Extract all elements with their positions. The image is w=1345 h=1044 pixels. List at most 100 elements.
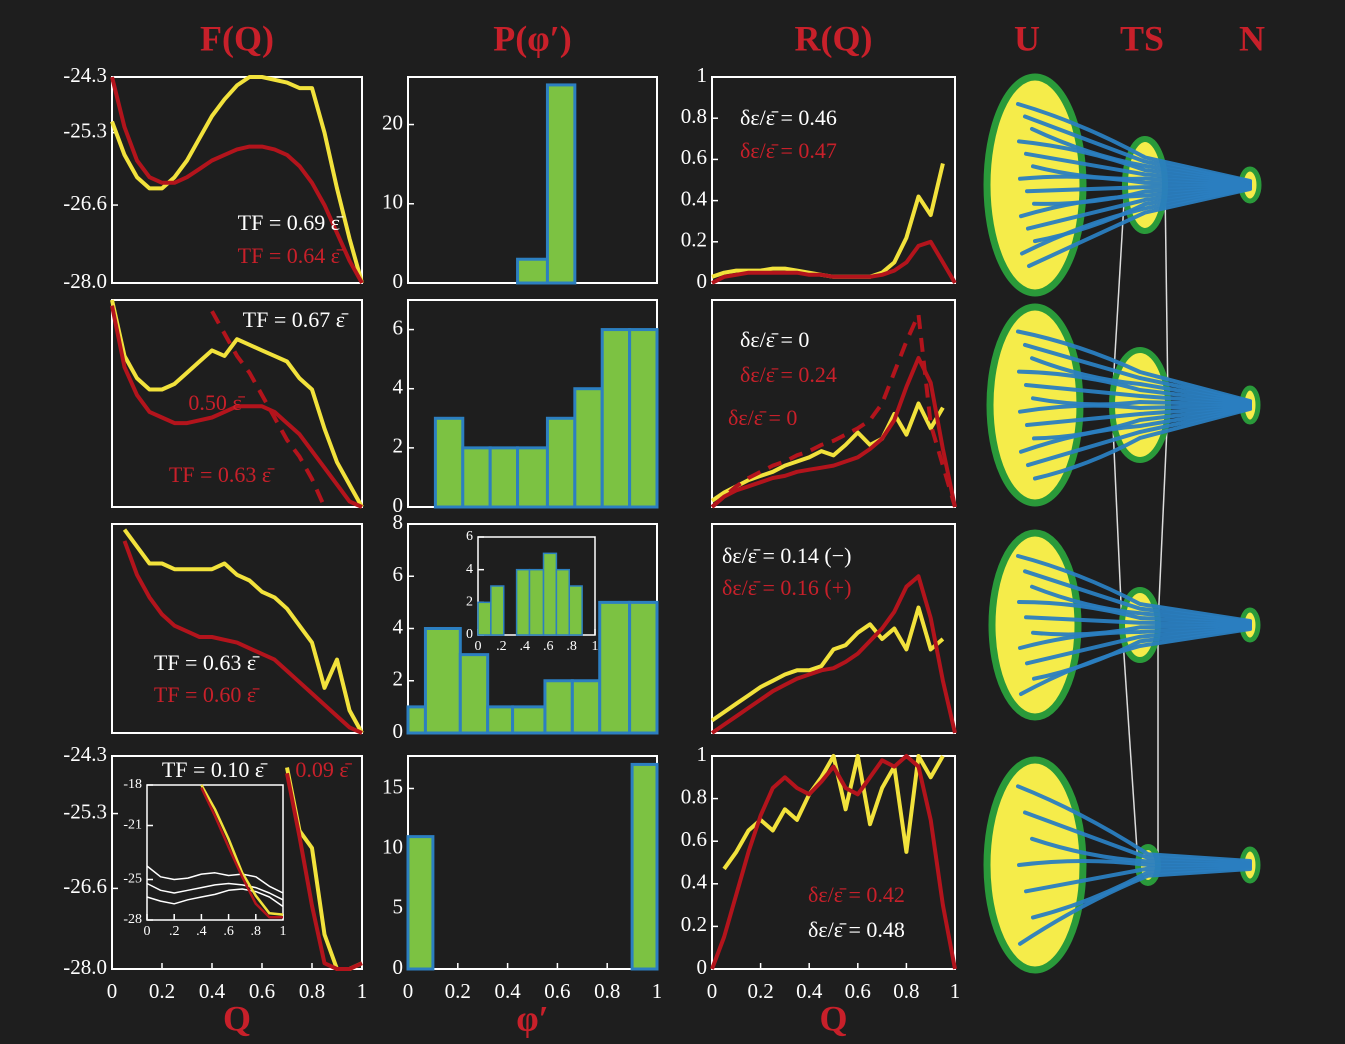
x-tick-label: 0.6 — [249, 979, 275, 1003]
histogram-bar — [545, 681, 572, 733]
annotation: δε/ε̄ = 0.47 — [740, 138, 837, 163]
y-tick-label: 4 — [393, 614, 404, 638]
y-tick-label: -21 — [123, 818, 142, 833]
y-tick-label: 4 — [466, 562, 473, 577]
y-tick-label: -28 — [123, 912, 142, 927]
annotation: δε/ε̄ = 0 — [740, 327, 809, 352]
y-tick-label: 1 — [697, 742, 708, 766]
y-tick-label: -24.3 — [63, 742, 107, 766]
histogram-bar — [632, 764, 657, 969]
y-tick-label: -28.0 — [63, 955, 107, 979]
annotation: δε/ε̄ = 0.48 — [808, 917, 905, 942]
x-tick-label: 0.4 — [199, 979, 226, 1003]
x-tick-label: 0.8 — [594, 979, 620, 1003]
diagram-label: TS — [1120, 18, 1164, 58]
x-tick-label: 1 — [592, 639, 599, 654]
y-tick-label: 2 — [393, 667, 404, 691]
annotation: δε/ε̄ = 0.42 — [808, 882, 905, 907]
histogram-bar — [488, 707, 513, 733]
x-tick-label: 0.2 — [747, 979, 773, 1003]
annotation: TF = 0.60 ε̄ — [154, 682, 260, 707]
x-tick-label: 0 — [403, 979, 414, 1003]
x-tick-label: 1 — [357, 979, 368, 1003]
annotation: 0.09 ε̄ — [295, 757, 352, 782]
y-tick-label: -28.0 — [63, 269, 107, 293]
annotation: TF = 0.64 ε̄ — [238, 243, 344, 268]
histogram-bar — [529, 570, 543, 635]
histogram-bar — [544, 553, 557, 635]
y-tick-label: 0.8 — [681, 784, 707, 808]
y-tick-label: 0.6 — [681, 827, 707, 851]
histogram-bar — [408, 707, 425, 733]
y-tick-label: -25.3 — [63, 799, 107, 823]
y-tick-label: 20 — [382, 110, 403, 134]
y-tick-label: 0 — [393, 269, 404, 293]
histogram-bar — [518, 448, 548, 507]
x-tick-label: 0.8 — [299, 979, 325, 1003]
y-tick-label: 2 — [466, 595, 473, 610]
y-tick-label: 6 — [466, 529, 473, 544]
x-tick-label: .8 — [251, 924, 262, 939]
column-title: P(φ′) — [493, 18, 572, 58]
histogram-bar — [600, 602, 630, 733]
y-tick-label: 6 — [393, 562, 404, 586]
x-axis-label: Q — [223, 998, 251, 1038]
plot-frame — [147, 785, 283, 920]
x-tick-label: .2 — [496, 639, 507, 654]
annotation: δε/ε̄ = 0.14 (−) — [722, 543, 851, 568]
y-tick-label: 4 — [393, 375, 404, 399]
histogram-bar — [517, 570, 530, 635]
histogram-bar — [575, 389, 602, 507]
x-tick-label: .8 — [566, 639, 577, 654]
histogram-bar — [547, 418, 574, 507]
annotation: TF = 0.69 ε̄ — [238, 210, 344, 235]
x-tick-label: 0.6 — [845, 979, 871, 1003]
y-tick-label: 1 — [697, 63, 708, 87]
annotation: δε/ε̄ = 0.24 — [740, 362, 837, 387]
diagram-label: N — [1239, 18, 1265, 58]
histogram-bar — [569, 586, 582, 635]
y-tick-label: 10 — [382, 834, 403, 858]
histogram-bar — [556, 570, 569, 635]
y-tick-label: 10 — [382, 190, 403, 214]
y-tick-label: 0.8 — [681, 104, 707, 128]
y-tick-label: 0.4 — [681, 870, 708, 894]
annotation: TF = 0.10 ε̄ — [162, 757, 268, 782]
histogram-bar — [630, 330, 657, 507]
y-tick-label: 0 — [697, 269, 708, 293]
y-tick-label: -18 — [123, 777, 142, 792]
y-tick-label: 0.2 — [681, 228, 707, 252]
x-tick-label: 0.8 — [893, 979, 919, 1003]
x-tick-label: .4 — [520, 639, 531, 654]
x-axis-label: Q — [819, 998, 847, 1038]
x-tick-label: .4 — [196, 924, 207, 939]
histogram-bar — [460, 655, 487, 733]
y-tick-label: 8 — [393, 510, 404, 534]
x-tick-label: 0.2 — [445, 979, 471, 1003]
histogram-bar — [435, 418, 462, 507]
y-tick-label: -24.3 — [63, 63, 107, 87]
x-tick-label: .2 — [169, 924, 180, 939]
x-tick-label: 1 — [652, 979, 663, 1003]
y-tick-label: 6 — [393, 315, 404, 339]
x-tick-label: .6 — [543, 639, 554, 654]
x-tick-label: 0 — [107, 979, 118, 1003]
histogram-bar — [491, 586, 504, 635]
histogram-bar — [547, 85, 574, 283]
y-tick-label: 15 — [382, 774, 403, 798]
annotation: δε/ε̄ = 0.16 (+) — [722, 575, 851, 600]
histogram-bar — [572, 681, 599, 733]
annotation: TF = 0.67 ε̄ — [243, 307, 349, 332]
y-tick-label: -26.6 — [63, 874, 107, 898]
y-tick-label: 5 — [393, 895, 404, 919]
annotation: 0.50 ε̄ — [188, 390, 245, 415]
histogram-bar — [513, 707, 545, 733]
histogram-bar — [425, 629, 460, 734]
x-axis-label: φ′ — [516, 998, 549, 1038]
y-tick-label: 0 — [393, 955, 404, 979]
x-tick-label: 0 — [475, 639, 482, 654]
column-title: F(Q) — [200, 18, 274, 58]
y-tick-label: -25.3 — [63, 118, 107, 142]
annotation: δε/ε̄ = 0.46 — [740, 105, 837, 130]
y-tick-label: -26.6 — [63, 191, 107, 215]
